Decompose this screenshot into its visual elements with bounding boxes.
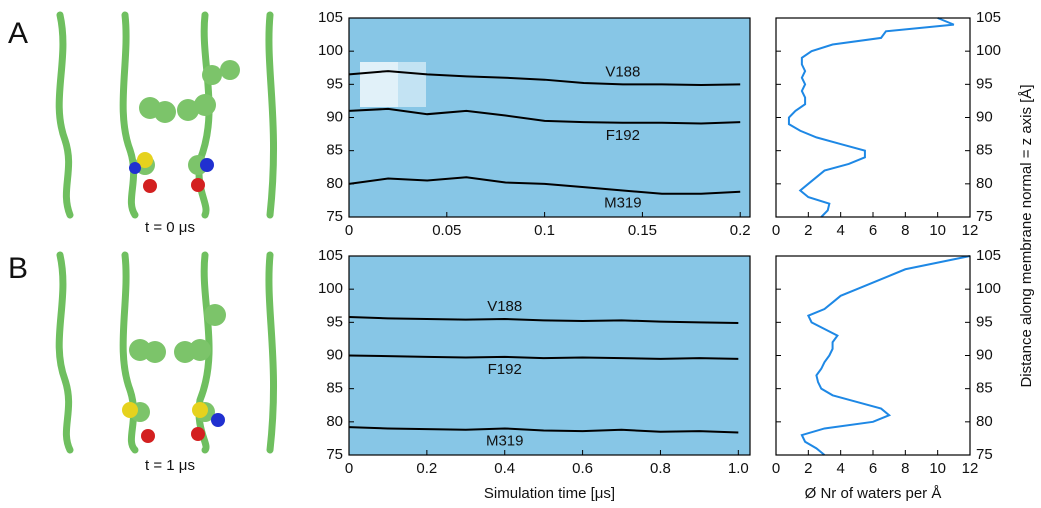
series-label: V188 (487, 298, 522, 315)
x-axis-label: Simulation time [μs] (484, 485, 615, 502)
y-tick-label: 80 (326, 175, 343, 192)
x-tick-label: 0.1 (534, 222, 555, 239)
y-tick-label: 80 (976, 413, 993, 430)
x-tick-label: 2 (804, 222, 812, 239)
caption: t = 0 μs (145, 219, 195, 236)
y-tick-label: 105 (318, 247, 343, 264)
y-tick-label: 80 (326, 413, 343, 430)
y-tick-label: 90 (326, 346, 343, 363)
x-tick-label: 10 (929, 222, 946, 239)
panel-letter: A (8, 17, 28, 50)
series-label: F192 (488, 361, 522, 378)
plot-frame (775, 17, 971, 218)
x-tick-label: 6 (869, 460, 877, 477)
profile-line (800, 255, 971, 456)
series-label: M319 (604, 194, 642, 211)
x-tick-label: 0.2 (730, 222, 751, 239)
series-label: M319 (486, 432, 524, 449)
y-tick-label: 90 (326, 108, 343, 125)
series-line (348, 354, 739, 360)
x-tick-label: 0.2 (416, 460, 437, 477)
y-axis-label: Distance along membrane normal = z axis … (1018, 84, 1035, 387)
x-tick-label: 0.6 (572, 460, 593, 477)
x-tick-label: 12 (962, 460, 979, 477)
y-tick-label: 95 (976, 75, 993, 92)
plot-frame (348, 255, 751, 456)
y-tick-label: 100 (976, 42, 1001, 59)
y-tick-label: 90 (976, 346, 993, 363)
plot-frame (348, 17, 751, 218)
x-tick-label: 0.05 (432, 222, 461, 239)
caption: t = 1 μs (145, 457, 195, 474)
y-tick-label: 90 (976, 108, 993, 125)
water-density (349, 256, 750, 455)
y-tick-label: 75 (326, 208, 343, 225)
x-axis-label: Ø Nr of waters per Å (805, 485, 942, 502)
x-tick-label: 4 (836, 460, 844, 477)
y-tick-label: 85 (326, 142, 343, 159)
x-tick-label: 0.15 (628, 222, 657, 239)
water-density (398, 62, 426, 107)
x-tick-label: 4 (836, 222, 844, 239)
series-line (348, 176, 741, 195)
x-tick-label: 0 (772, 222, 780, 239)
y-tick-label: 75 (326, 446, 343, 463)
y-tick-label: 105 (318, 9, 343, 26)
y-tick-label: 80 (976, 175, 993, 192)
x-tick-label: 8 (901, 222, 909, 239)
y-tick-label: 105 (976, 9, 1001, 26)
x-tick-label: 2 (804, 460, 812, 477)
profile-line (787, 17, 955, 218)
y-tick-label: 75 (976, 446, 993, 463)
structure-a (55, 11, 278, 219)
x-tick-label: 0.4 (494, 460, 515, 477)
x-tick-label: 0 (345, 460, 353, 477)
panel-letter: B (8, 252, 28, 285)
y-tick-label: 105 (976, 247, 1001, 264)
series-label: V188 (605, 63, 640, 80)
x-tick-label: 0 (772, 460, 780, 477)
y-tick-label: 100 (976, 280, 1001, 297)
series-label: F192 (606, 127, 640, 144)
y-tick-label: 85 (976, 380, 993, 397)
x-tick-label: 0 (345, 222, 353, 239)
series-line (348, 316, 739, 324)
water-density (349, 18, 750, 217)
y-tick-label: 85 (326, 380, 343, 397)
series-line (348, 426, 739, 434)
y-tick-label: 85 (976, 142, 993, 159)
y-tick-label: 100 (318, 280, 343, 297)
y-tick-label: 95 (326, 75, 343, 92)
structure-b (55, 251, 278, 454)
series-line (348, 107, 741, 125)
y-tick-label: 75 (976, 208, 993, 225)
x-tick-label: 12 (962, 222, 979, 239)
x-tick-label: 6 (869, 222, 877, 239)
y-tick-label: 95 (326, 313, 343, 330)
y-tick-label: 100 (318, 42, 343, 59)
x-tick-label: 0.8 (650, 460, 671, 477)
water-density (360, 62, 398, 107)
x-tick-label: 1.0 (728, 460, 749, 477)
plot-frame (775, 255, 971, 456)
y-tick-label: 95 (976, 313, 993, 330)
series-line (348, 70, 741, 86)
x-tick-label: 8 (901, 460, 909, 477)
x-tick-label: 10 (929, 460, 946, 477)
